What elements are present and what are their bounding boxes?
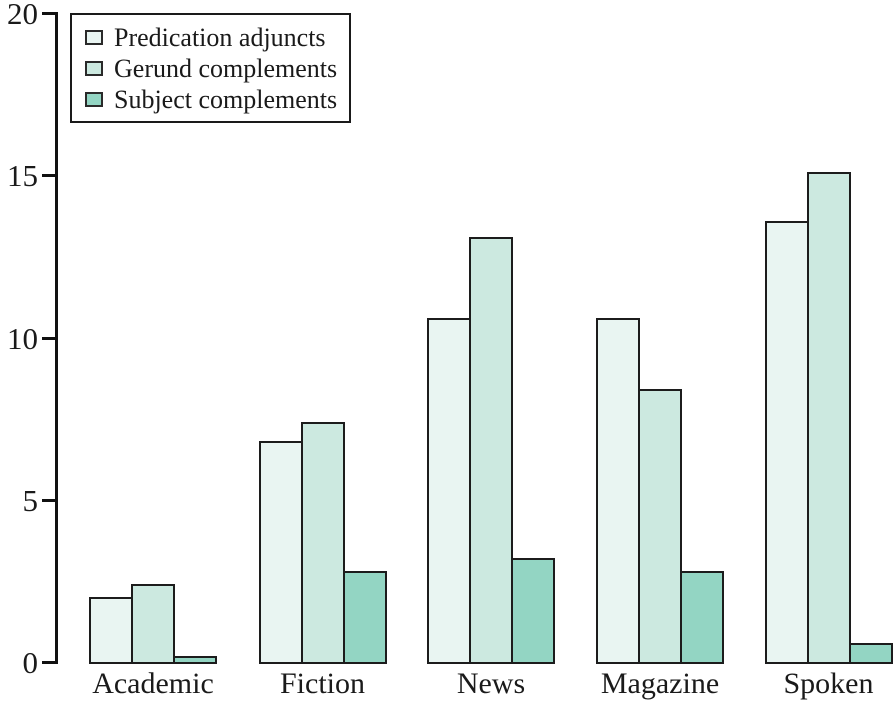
y-axis-tick-label: 10 [7, 320, 38, 356]
y-axis-tick [42, 12, 57, 15]
legend-swatch-predication-adjuncts [85, 29, 103, 45]
x-axis-label-magazine: Magazine [600, 667, 720, 700]
legend-item-gerund-complements: Gerund complements [85, 55, 349, 82]
bar-academic-gerund-complements [131, 584, 175, 664]
y-axis-tick [42, 336, 57, 340]
x-axis-label-academic: Academic [92, 667, 214, 700]
bar-magazine-gerund-complements [638, 389, 682, 664]
legend-item-predication-adjuncts: Predication adjuncts [85, 24, 349, 51]
y-axis-tick-label: 0 [22, 645, 39, 680]
bar-news-subject-complements [511, 558, 555, 664]
bar-news-gerund-complements [469, 237, 513, 664]
bar-spoken-subject-complements [848, 643, 893, 664]
bar-academic-predication-adjuncts [89, 597, 133, 664]
x-axis-label-spoken: Spoken [783, 667, 874, 700]
bar-spoken-gerund-complements [806, 172, 851, 664]
bar-fiction-subject-complements [342, 571, 387, 664]
bar-news-predication-adjuncts [427, 318, 471, 664]
legend-label: Subject complements [114, 84, 338, 114]
bar-fiction-gerund-complements [300, 422, 345, 664]
x-axis-label-news: News [456, 667, 526, 700]
x-axis-label-fiction: Fiction [279, 667, 365, 700]
y-axis-tick-label: 5 [22, 482, 39, 518]
bar-fiction-predication-adjuncts [258, 441, 303, 664]
y-axis-tick-label: 20 [7, 0, 38, 31]
legend-label: Predication adjuncts [114, 22, 326, 52]
bar-academic-subject-complements [173, 656, 217, 664]
legend-swatch-subject-complements [85, 91, 103, 107]
y-axis-tick-label: 15 [7, 158, 38, 194]
legend-item-subject-complements: Subject complements [85, 86, 349, 113]
bar-magazine-predication-adjuncts [596, 318, 640, 664]
bar-magazine-subject-complements [680, 571, 724, 664]
legend-label: Gerund complements [114, 53, 338, 83]
legend-swatch-gerund-complements [85, 60, 103, 76]
y-axis-tick [42, 498, 57, 502]
y-axis-tick [42, 661, 57, 664]
bar-spoken-predication-adjuncts [764, 221, 809, 664]
legend: Predication adjuncts Gerund complements … [70, 13, 351, 123]
y-axis-tick [42, 174, 57, 178]
